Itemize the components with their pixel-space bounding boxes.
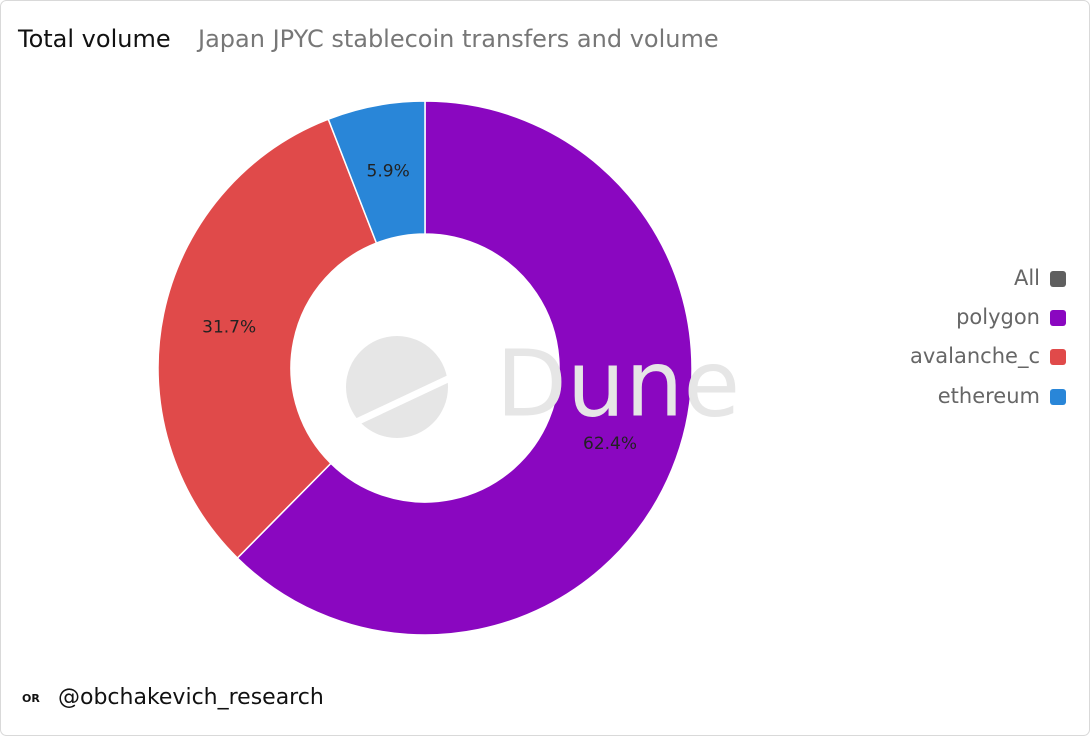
legend-label[interactable]: avalanche_c (910, 344, 1040, 369)
watermark-logo-cut (348, 374, 452, 429)
legend-label[interactable]: ethereum (938, 384, 1040, 408)
legend-swatch (1050, 310, 1066, 326)
legend-label[interactable]: polygon (956, 305, 1040, 329)
chart-subtitle: Japan JPYC stablecoin transfers and volu… (196, 25, 719, 53)
slice-label: 5.9% (367, 161, 410, 181)
legend-swatch (1050, 349, 1066, 365)
legend-swatch (1050, 271, 1066, 287)
chart-title: Total volume (17, 25, 171, 53)
watermark-text: Dune (496, 330, 740, 437)
legend-swatch (1050, 389, 1066, 405)
slice-label: 31.7% (202, 317, 256, 337)
slice (327, 100, 426, 245)
footer-logo: OR (22, 692, 40, 705)
slice (236, 100, 693, 636)
slice-label: 62.4% (583, 434, 637, 454)
slice (157, 118, 378, 560)
footer-text: @obchakevich_research (58, 685, 324, 710)
legend-label[interactable]: All (1014, 266, 1040, 290)
watermark: Dune (346, 330, 740, 438)
